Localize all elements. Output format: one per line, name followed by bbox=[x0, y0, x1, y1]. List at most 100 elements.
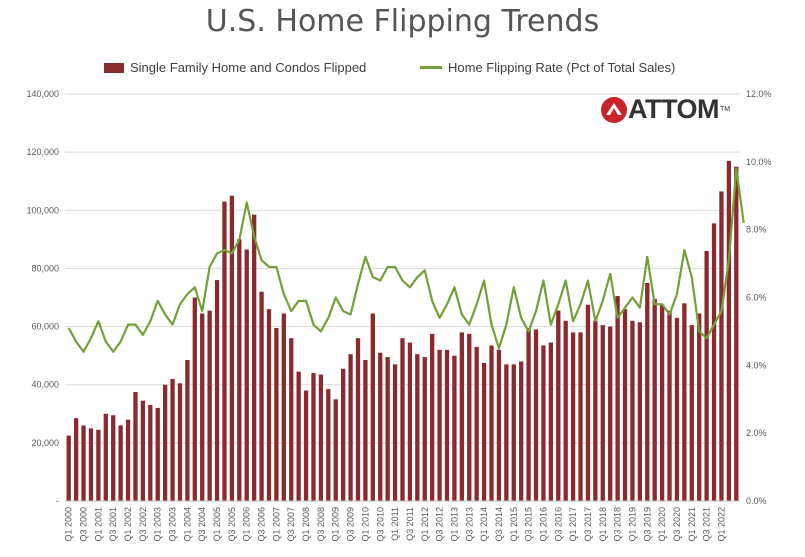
rate-line bbox=[67, 167, 745, 353]
bar-33 bbox=[311, 373, 316, 501]
x-tick-label-17: Q3 2008 bbox=[316, 507, 326, 542]
x-tick-label-33: Q3 2016 bbox=[553, 507, 563, 542]
x-tick-label-16: Q1 2008 bbox=[301, 507, 311, 542]
bar-3 bbox=[88, 428, 94, 501]
bar-82 bbox=[674, 317, 680, 501]
attom-logo-tm: TM bbox=[720, 106, 731, 113]
bar-5 bbox=[103, 413, 108, 501]
bar-12 bbox=[155, 407, 160, 501]
bar-88 bbox=[719, 191, 724, 501]
x-tick-label-35: Q3 2017 bbox=[583, 507, 593, 542]
bar-66 bbox=[556, 310, 561, 501]
bar-71 bbox=[593, 320, 598, 501]
x-tick-label-2: Q1 2001 bbox=[93, 507, 103, 542]
x-tick-label-34: Q1 2017 bbox=[568, 507, 578, 542]
legend-bars: Single Family Home and Condos Flipped bbox=[104, 60, 366, 75]
x-tick-label-39: Q3 2019 bbox=[642, 507, 652, 542]
bar-55 bbox=[474, 346, 479, 501]
bar-52 bbox=[452, 355, 457, 501]
bar-76 bbox=[630, 320, 635, 501]
bar-0 bbox=[66, 435, 71, 501]
bar-84 bbox=[689, 325, 694, 501]
bar-13 bbox=[162, 384, 168, 501]
bar-87 bbox=[711, 223, 717, 501]
bar-41 bbox=[370, 313, 375, 501]
x-tick-label-15: Q3 2007 bbox=[286, 507, 296, 542]
bar-89 bbox=[726, 160, 732, 502]
x-tick-label-36: Q1 2018 bbox=[598, 507, 608, 542]
bar-65 bbox=[548, 342, 553, 501]
bar-31 bbox=[296, 371, 301, 501]
x-tick-label-18: Q1 2009 bbox=[331, 507, 341, 542]
bar-27 bbox=[266, 309, 272, 501]
x-tick-label-19: Q3 2009 bbox=[346, 507, 356, 542]
bar-75 bbox=[622, 309, 628, 501]
bar-16 bbox=[185, 360, 190, 501]
bar-18 bbox=[200, 313, 205, 501]
x-tick-label-44: Q1 2022 bbox=[716, 507, 726, 542]
bar-1 bbox=[73, 418, 79, 501]
bar-34 bbox=[318, 374, 324, 501]
left-tick-label-0: - bbox=[56, 496, 59, 506]
bar-36 bbox=[333, 399, 338, 501]
bar-6 bbox=[111, 415, 116, 501]
bar-14 bbox=[170, 378, 175, 501]
left-tick-label-7: 140,000 bbox=[26, 89, 59, 99]
bar-17 bbox=[192, 297, 197, 501]
bar-40 bbox=[363, 360, 368, 501]
legend-bar-swatch bbox=[104, 62, 124, 73]
bar-46 bbox=[407, 342, 413, 501]
bar-73 bbox=[608, 326, 613, 501]
bar-69 bbox=[578, 332, 583, 501]
bar-45 bbox=[400, 338, 405, 501]
bar-57 bbox=[489, 345, 494, 501]
bar-4 bbox=[96, 429, 101, 501]
legend-line-label: Home Flipping Rate (Pct of Total Sales) bbox=[448, 60, 676, 75]
bar-44 bbox=[392, 364, 398, 501]
bar-48 bbox=[422, 357, 427, 501]
attom-logo-text: ATTOM bbox=[628, 94, 720, 124]
bar-28 bbox=[274, 328, 279, 501]
bar-54 bbox=[467, 333, 472, 501]
x-tick-label-12: Q1 2006 bbox=[242, 507, 252, 542]
x-tick-label-41: Q3 2020 bbox=[672, 507, 682, 542]
x-tick-label-23: Q3 2011 bbox=[405, 507, 415, 541]
bar-81 bbox=[667, 310, 672, 501]
bar-56 bbox=[481, 362, 487, 501]
bar-50 bbox=[437, 349, 442, 501]
right-tick-label-3: 6.0% bbox=[746, 293, 767, 303]
bar-60 bbox=[511, 364, 516, 501]
bar-22 bbox=[229, 195, 235, 501]
x-tick-label-10: Q1 2005 bbox=[212, 507, 222, 542]
x-tick-label-22: Q1 2011 bbox=[390, 507, 400, 541]
bar-15 bbox=[177, 383, 183, 501]
x-tick-label-9: Q3 2004 bbox=[197, 507, 207, 542]
attom-logo: ATTOM TM bbox=[600, 94, 730, 125]
bar-85 bbox=[697, 313, 702, 501]
bar-67 bbox=[563, 320, 568, 501]
right-tick-label-1: 2.0% bbox=[746, 428, 767, 438]
x-tick-label-42: Q1 2021 bbox=[687, 507, 697, 542]
left-tick-label-1: 20,000 bbox=[31, 438, 59, 448]
bar-20 bbox=[214, 280, 220, 501]
bar-35 bbox=[326, 389, 331, 501]
x-tick-label-11: Q3 2005 bbox=[227, 507, 237, 542]
x-tick-label-5: Q3 2002 bbox=[138, 507, 148, 542]
x-tick-label-13: Q3 2006 bbox=[257, 507, 267, 542]
right-tick-label-5: 10.0% bbox=[746, 157, 772, 167]
x-tick-label-1: Q3 2000 bbox=[79, 507, 89, 542]
bar-32 bbox=[303, 390, 309, 501]
left-tick-label-3: 60,000 bbox=[31, 322, 59, 332]
bar-38 bbox=[348, 354, 353, 501]
bar-64 bbox=[541, 345, 546, 501]
x-tick-label-37: Q3 2018 bbox=[613, 507, 623, 542]
x-tick-label-27: Q3 2013 bbox=[464, 507, 474, 542]
bar-61 bbox=[519, 361, 524, 501]
x-tick-label-6: Q1 2003 bbox=[153, 507, 163, 542]
legend-line-swatch bbox=[420, 66, 442, 69]
bar-42 bbox=[378, 352, 383, 501]
bar-74 bbox=[615, 296, 620, 501]
bar-90 bbox=[734, 166, 739, 501]
